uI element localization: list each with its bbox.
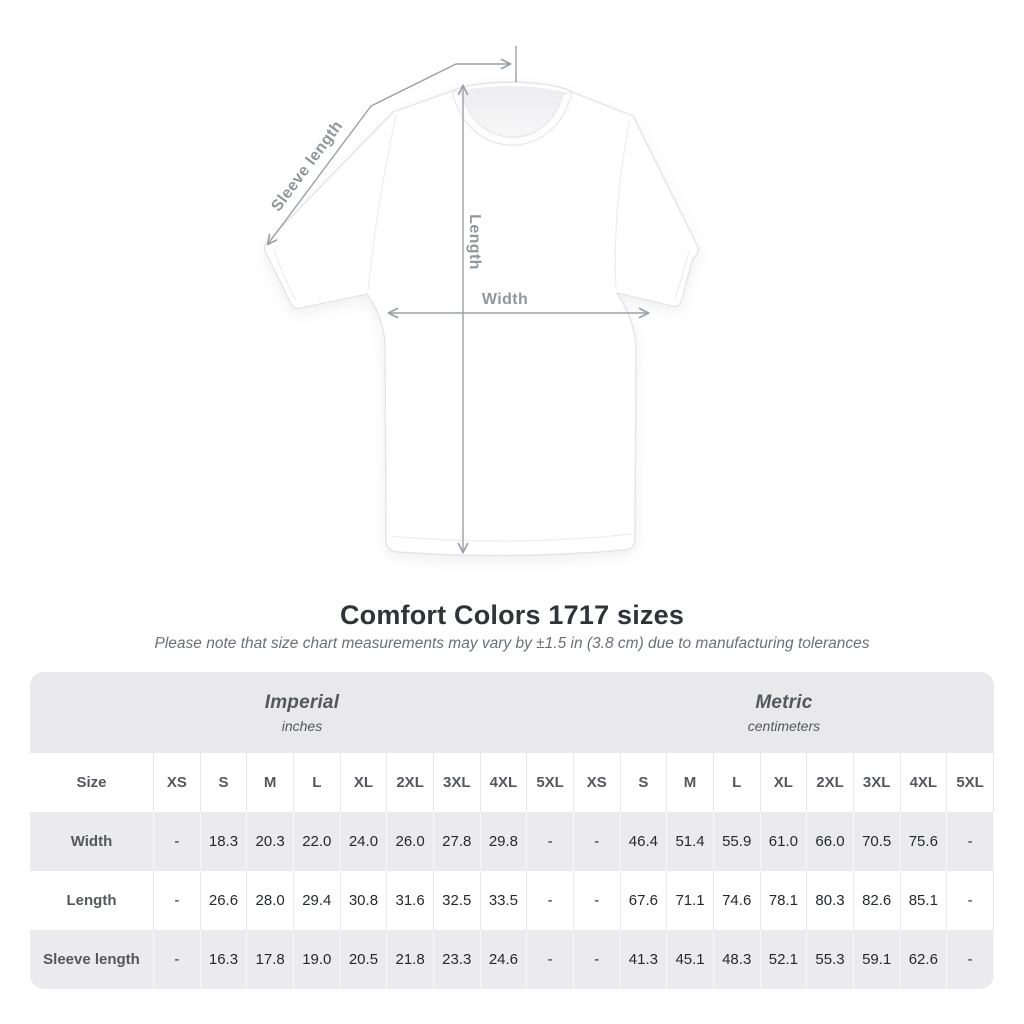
- row-label: Length: [30, 871, 154, 930]
- value-cell: 29.4: [294, 871, 341, 930]
- tshirt-graphic: [263, 81, 700, 557]
- col-header-size: Size: [30, 753, 154, 812]
- group-header-metric: Metric centimeters: [574, 672, 994, 753]
- group-title-metric: Metric: [755, 691, 813, 713]
- group-unit-imperial: inches: [281, 717, 323, 734]
- table-row-sleeve-length: Sleeve length - 16.3 17.8 19.0 20.5 21.8…: [30, 930, 994, 989]
- value-cell: 20.5: [341, 930, 388, 989]
- value-cell: 67.6: [621, 871, 668, 930]
- value-cell: 62.6: [901, 930, 948, 989]
- value-cell: 71.1: [667, 871, 714, 930]
- value-cell: -: [527, 871, 574, 930]
- value-cell: 26.6: [201, 871, 248, 930]
- table-row-length: Length - 26.6 28.0 29.4 30.8 31.6 32.5 3…: [30, 871, 994, 930]
- value-cell: 48.3: [714, 930, 761, 989]
- col-header: M: [247, 753, 294, 812]
- col-header: XL: [761, 753, 808, 812]
- group-header-imperial: Imperial inches: [30, 672, 574, 753]
- value-cell: -: [527, 812, 574, 871]
- value-cell: -: [574, 812, 621, 871]
- size-header-row: Size XS S M L XL 2XL 3XL 4XL 5XL XS S M …: [30, 753, 994, 812]
- value-cell: 75.6: [901, 812, 948, 871]
- value-cell: 21.8: [387, 930, 434, 989]
- value-cell: 70.5: [854, 812, 901, 871]
- value-cell: 24.6: [481, 930, 528, 989]
- value-cell: 23.3: [434, 930, 481, 989]
- value-cell: 20.3: [247, 812, 294, 871]
- size-table: Imperial inches Metric centimeters Size …: [30, 672, 994, 989]
- value-cell: 66.0: [807, 812, 854, 871]
- value-cell: 74.6: [714, 871, 761, 930]
- value-cell: 41.3: [621, 930, 668, 989]
- col-header: L: [294, 753, 341, 812]
- value-cell: 55.3: [807, 930, 854, 989]
- col-header: 2XL: [387, 753, 434, 812]
- col-header: S: [201, 753, 248, 812]
- col-header: 5XL: [527, 753, 574, 812]
- value-cell: -: [947, 871, 994, 930]
- unit-group-header-row: Imperial inches Metric centimeters: [30, 672, 994, 753]
- value-cell: 55.9: [714, 812, 761, 871]
- value-cell: 17.8: [247, 930, 294, 989]
- group-title-imperial: Imperial: [264, 691, 340, 713]
- col-header: 4XL: [481, 753, 528, 812]
- value-cell: 52.1: [761, 930, 808, 989]
- value-cell: 27.8: [434, 812, 481, 871]
- col-header: 3XL: [434, 753, 481, 812]
- value-cell: 80.3: [807, 871, 854, 930]
- value-cell: 78.1: [761, 871, 808, 930]
- value-cell: 82.6: [854, 871, 901, 930]
- value-cell: 18.3: [201, 812, 248, 871]
- row-label: Width: [30, 812, 154, 871]
- col-header: S: [621, 753, 668, 812]
- value-cell: 61.0: [761, 812, 808, 871]
- col-header: M: [667, 753, 714, 812]
- col-header: L: [714, 753, 761, 812]
- col-header: XL: [341, 753, 388, 812]
- value-cell: -: [947, 812, 994, 871]
- measurement-annotations: [268, 46, 648, 552]
- col-header: XS: [154, 753, 201, 812]
- diagram-label-length: Length: [466, 214, 483, 270]
- value-cell: -: [574, 930, 621, 989]
- value-cell: 22.0: [294, 812, 341, 871]
- tshirt-size-diagram: Sleeve length Length Width: [263, 46, 700, 557]
- value-cell: 45.1: [667, 930, 714, 989]
- value-cell: -: [947, 930, 994, 989]
- col-header: 5XL: [947, 753, 994, 812]
- col-header: 3XL: [854, 753, 901, 812]
- value-cell: 46.4: [621, 812, 668, 871]
- value-cell: -: [154, 871, 201, 930]
- value-cell: -: [574, 871, 621, 930]
- value-cell: 29.8: [481, 812, 528, 871]
- col-header: 4XL: [901, 753, 948, 812]
- value-cell: 31.6: [387, 871, 434, 930]
- table-row-width: Width - 18.3 20.3 22.0 24.0 26.0 27.8 29…: [30, 812, 994, 871]
- value-cell: 32.5: [434, 871, 481, 930]
- value-cell: 30.8: [341, 871, 388, 930]
- value-cell: -: [154, 930, 201, 989]
- value-cell: 85.1: [901, 871, 948, 930]
- value-cell: 33.5: [481, 871, 528, 930]
- value-cell: 16.3: [201, 930, 248, 989]
- value-cell: 59.1: [854, 930, 901, 989]
- page-title: Comfort Colors 1717 sizes: [339, 600, 685, 630]
- col-header: 2XL: [807, 753, 854, 812]
- value-cell: 28.0: [247, 871, 294, 930]
- value-cell: 24.0: [341, 812, 388, 871]
- value-cell: 51.4: [667, 812, 714, 871]
- col-header: XS: [574, 753, 621, 812]
- value-cell: 26.0: [387, 812, 434, 871]
- value-cell: -: [154, 812, 201, 871]
- diagram-label-width: Width: [482, 291, 528, 308]
- page-subtitle: Please note that size chart measurements…: [154, 635, 870, 652]
- row-label: Sleeve length: [30, 930, 154, 989]
- value-cell: 19.0: [294, 930, 341, 989]
- sleeve-measure-line: [268, 64, 510, 244]
- group-unit-metric: centimeters: [747, 717, 821, 734]
- value-cell: -: [527, 930, 574, 989]
